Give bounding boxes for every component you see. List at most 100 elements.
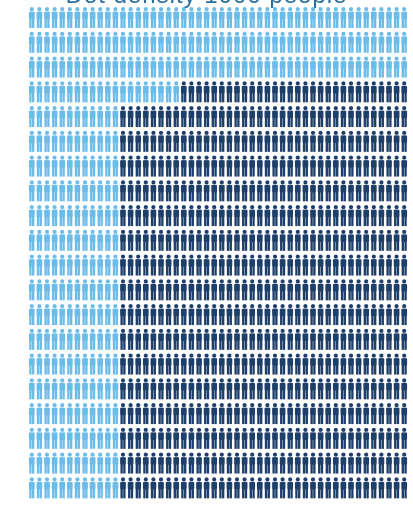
person-icon — [393, 427, 400, 449]
person-icon — [332, 180, 339, 202]
person-icon — [355, 427, 362, 449]
person-icon — [150, 328, 157, 350]
person-icon — [249, 81, 256, 103]
person-icon — [165, 279, 172, 301]
person-icon — [196, 205, 202, 227]
person-icon — [158, 7, 164, 29]
person-icon — [279, 353, 286, 375]
person-icon — [44, 353, 50, 375]
person-icon — [325, 403, 332, 425]
person-icon — [226, 106, 233, 128]
person-icon — [158, 304, 164, 326]
person-icon — [310, 155, 316, 177]
person-icon — [165, 7, 172, 29]
person-icon — [127, 130, 134, 152]
person-icon — [66, 56, 73, 78]
person-icon — [104, 229, 111, 251]
person-icon — [66, 130, 73, 152]
person-icon — [355, 403, 362, 425]
person-icon — [241, 427, 248, 449]
person-icon — [256, 130, 263, 152]
person-icon — [340, 254, 347, 276]
person-icon — [294, 180, 301, 202]
person-icon — [325, 304, 332, 326]
person-icon — [317, 328, 324, 350]
person-icon — [226, 56, 233, 78]
person-icon — [348, 403, 354, 425]
person-icon — [89, 56, 96, 78]
person-icon — [104, 180, 111, 202]
person-icon — [165, 56, 172, 78]
person-icon — [203, 378, 210, 400]
person-icon — [256, 155, 263, 177]
person-icon — [112, 180, 119, 202]
person-icon — [66, 403, 73, 425]
person-icon — [386, 328, 392, 350]
person-icon — [226, 254, 233, 276]
person-icon — [104, 353, 111, 375]
person-icon — [249, 254, 256, 276]
person-icon — [165, 81, 172, 103]
person-icon — [158, 205, 164, 227]
person-icon — [66, 205, 73, 227]
person-icon — [127, 180, 134, 202]
person-icon — [74, 180, 81, 202]
person-icon — [241, 180, 248, 202]
person-icon — [348, 81, 354, 103]
person-icon — [325, 180, 332, 202]
person-icon — [256, 205, 263, 227]
person-icon — [74, 7, 81, 29]
person-icon — [135, 81, 142, 103]
person-icon — [59, 130, 66, 152]
person-icon — [82, 130, 88, 152]
person-icon — [180, 254, 187, 276]
person-icon — [211, 130, 218, 152]
person-icon — [196, 427, 202, 449]
person-icon — [294, 477, 301, 499]
person-icon — [370, 205, 377, 227]
person-icon — [287, 205, 294, 227]
person-icon — [28, 56, 35, 78]
person-icon — [97, 279, 104, 301]
person-icon — [112, 328, 119, 350]
person-icon — [340, 81, 347, 103]
person-icon — [104, 279, 111, 301]
person-icon — [150, 378, 157, 400]
person-icon — [74, 427, 81, 449]
person-icon — [386, 452, 392, 474]
person-icon — [127, 56, 134, 78]
person-icon — [36, 205, 43, 227]
person-icon — [370, 378, 377, 400]
person-icon — [363, 328, 370, 350]
person-icon — [393, 229, 400, 251]
person-icon — [218, 353, 225, 375]
person-icon — [89, 403, 96, 425]
person-icon — [127, 229, 134, 251]
person-icon — [203, 304, 210, 326]
person-icon — [112, 229, 119, 251]
person-icon — [196, 304, 202, 326]
person-icon — [142, 81, 149, 103]
person-icon — [203, 328, 210, 350]
person-icon — [241, 229, 248, 251]
person-icon — [211, 155, 218, 177]
person-icon — [401, 155, 408, 177]
person-icon — [234, 180, 240, 202]
person-icon — [127, 254, 134, 276]
person-icon — [135, 180, 142, 202]
person-icon — [196, 81, 202, 103]
person-icon — [332, 477, 339, 499]
person-icon — [120, 130, 126, 152]
person-icon — [272, 130, 278, 152]
person-icon — [97, 403, 104, 425]
person-icon — [59, 205, 66, 227]
person-icon — [188, 477, 195, 499]
person-icon — [66, 155, 73, 177]
person-icon — [386, 477, 392, 499]
person-icon — [59, 180, 66, 202]
person-icon — [393, 477, 400, 499]
person-icon — [234, 56, 240, 78]
person-icon — [234, 452, 240, 474]
person-icon — [89, 229, 96, 251]
